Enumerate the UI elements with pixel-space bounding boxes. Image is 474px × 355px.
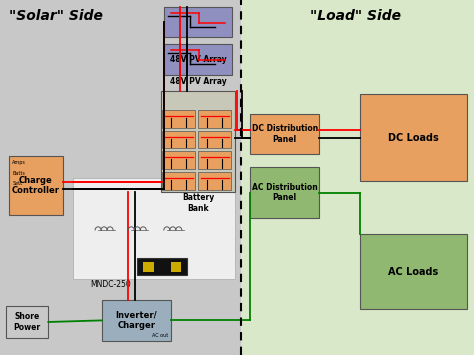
- Bar: [162, 131, 195, 148]
- Bar: [198, 151, 231, 169]
- Bar: [164, 44, 232, 75]
- Bar: [250, 167, 319, 218]
- Text: Charge
Controller: Charge Controller: [12, 176, 60, 195]
- Bar: [162, 172, 195, 190]
- Bar: [137, 258, 187, 275]
- Text: Battery
Bank: Battery Bank: [182, 193, 214, 213]
- Text: Amps: Amps: [12, 160, 26, 165]
- Bar: [198, 110, 231, 128]
- Bar: [162, 110, 195, 128]
- Text: Inverter/
Charger: Inverter/ Charger: [116, 311, 157, 330]
- Bar: [171, 262, 181, 272]
- Bar: [198, 172, 231, 190]
- Bar: [9, 156, 63, 215]
- Text: AC Distribution
Panel: AC Distribution Panel: [252, 183, 318, 202]
- Text: 48V PV Array: 48V PV Array: [170, 77, 226, 86]
- Bar: [6, 306, 48, 338]
- Text: Sett: Sett: [12, 181, 22, 186]
- Bar: [161, 91, 235, 192]
- Bar: [73, 178, 235, 279]
- Bar: [164, 7, 232, 37]
- Bar: [250, 114, 319, 154]
- Bar: [360, 234, 467, 309]
- Text: "Load" Side: "Load" Side: [310, 9, 401, 23]
- Bar: [162, 151, 195, 169]
- Bar: [143, 262, 154, 272]
- Text: AC Loads: AC Loads: [388, 267, 439, 277]
- Text: MNDC-250: MNDC-250: [90, 280, 131, 289]
- Text: AC out: AC out: [152, 333, 168, 338]
- Text: DC Distribution
Panel: DC Distribution Panel: [252, 124, 318, 144]
- Bar: [360, 94, 467, 181]
- Bar: [0, 0, 241, 355]
- Bar: [102, 300, 171, 341]
- Text: "Solar" Side: "Solar" Side: [9, 9, 103, 23]
- Text: 48V PV Array: 48V PV Array: [170, 55, 226, 64]
- Bar: [241, 0, 474, 355]
- Bar: [198, 131, 231, 148]
- Text: Batts: Batts: [12, 171, 25, 176]
- Text: DC Loads: DC Loads: [388, 132, 439, 143]
- Text: Shore
Power: Shore Power: [13, 312, 41, 332]
